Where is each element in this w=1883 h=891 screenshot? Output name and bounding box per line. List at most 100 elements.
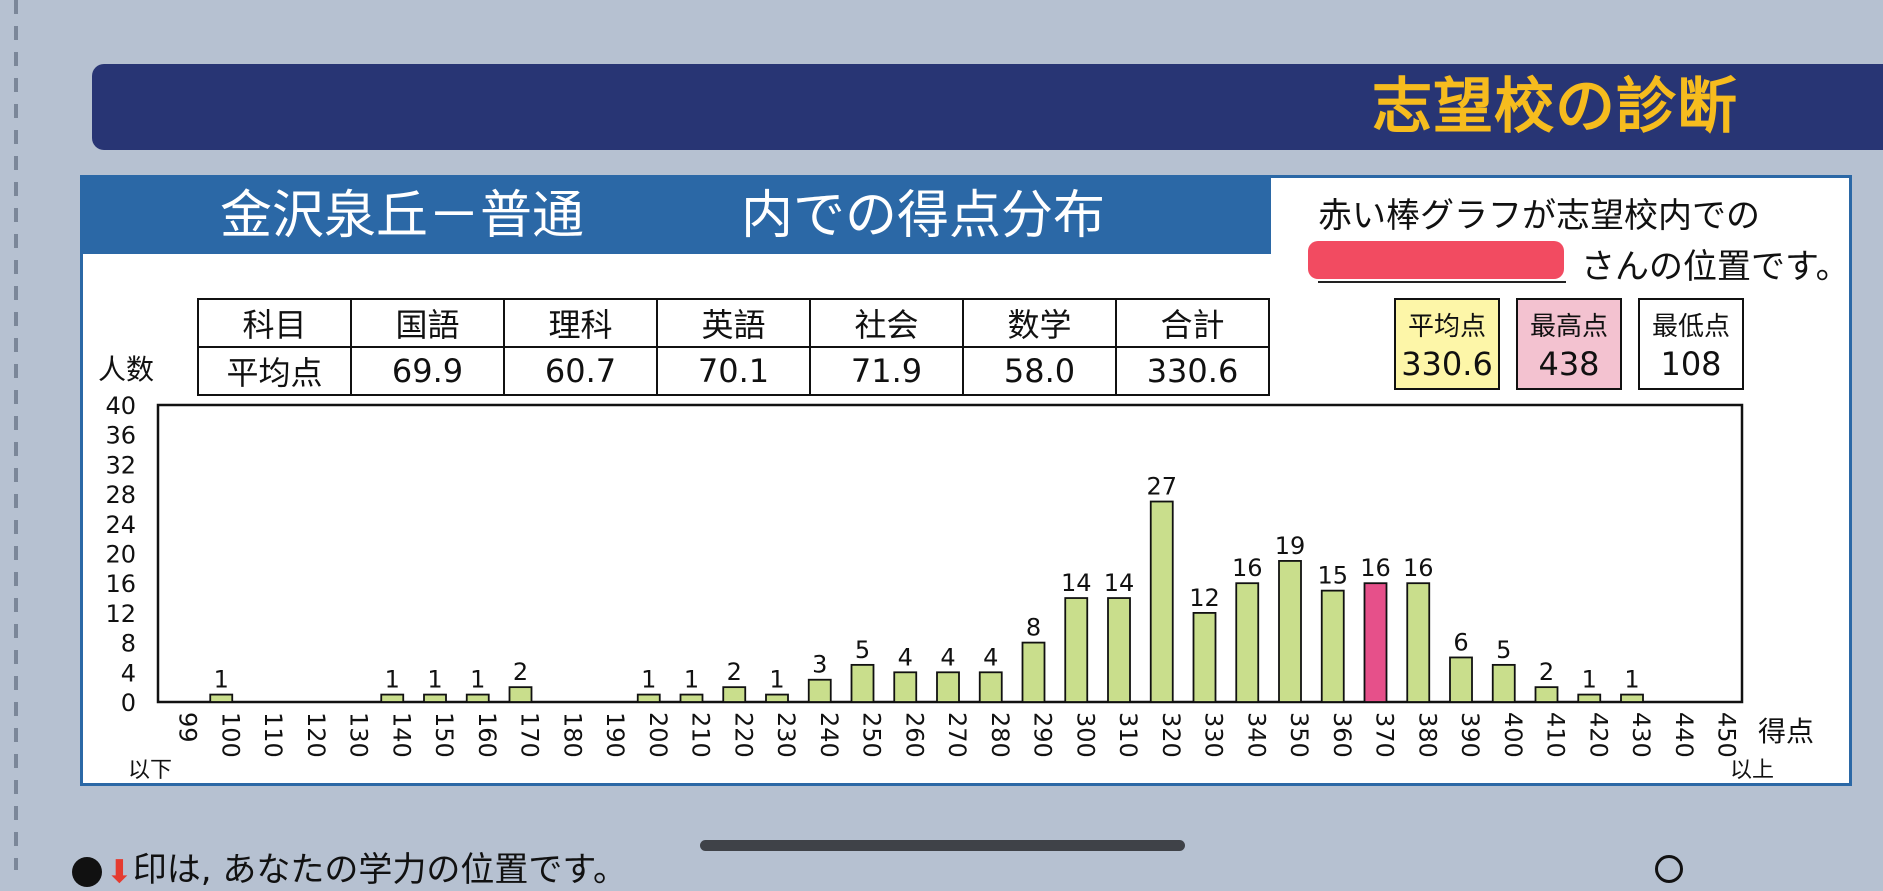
subject-social: 社会 [809, 298, 964, 348]
bar-value-label: 8 [1026, 614, 1041, 642]
stat-average-label: 平均点 [1407, 312, 1486, 342]
x-tick-label: 360 [1328, 712, 1356, 758]
x-tick-label: 430 [1627, 712, 1655, 758]
x-tick-label: 350 [1285, 712, 1313, 758]
bar-value-label: 14 [1061, 569, 1092, 597]
x-tick-label: 330 [1200, 712, 1228, 758]
subject-row: 科目 国語 理科 英語 社会 数学 合計 [197, 298, 1270, 348]
x-tick-label: 390 [1456, 712, 1484, 758]
x-tick-label: 140 [387, 712, 415, 758]
subject-total: 合計 [1115, 298, 1270, 348]
bar-value-label: 1 [427, 666, 442, 694]
average-english: 70.1 [656, 346, 811, 396]
y-tick-label: 24 [105, 511, 136, 539]
x-tick-label: 180 [558, 712, 586, 758]
x-tick-label: 310 [1114, 712, 1142, 758]
bar [1235, 582, 1260, 703]
bar-value-label: 16 [1360, 554, 1391, 582]
average-total: 330.6 [1115, 346, 1270, 396]
bar [893, 671, 918, 703]
school-name: 金沢泉丘－普通 [220, 186, 585, 246]
subject-japanese: 国語 [350, 298, 505, 348]
x-axis-low-label: 以下 [128, 758, 173, 783]
y-tick-label: 28 [105, 481, 136, 509]
bar-value-label: 1 [1624, 666, 1639, 694]
x-tick-label: 300 [1071, 712, 1099, 758]
bar [1491, 663, 1516, 703]
bar-value-label: 1 [641, 666, 656, 694]
bar-value-label: 16 [1403, 554, 1434, 582]
x-tick-label: 250 [858, 712, 886, 758]
x-tick-label: 120 [302, 712, 330, 758]
x-axis-label: 得点 [1758, 715, 1815, 748]
bar [1534, 686, 1559, 703]
bar [1021, 641, 1046, 703]
average-math: 58.0 [962, 346, 1117, 396]
x-tick-label: 380 [1413, 712, 1441, 758]
bar [1406, 582, 1431, 703]
x-tick-label: 290 [1029, 712, 1057, 758]
bar [1107, 597, 1131, 703]
stat-max: 最高点 438 [1516, 298, 1622, 390]
bar-value-label: 15 [1317, 562, 1348, 590]
x-tick-label: 99 [174, 712, 202, 743]
bar [1620, 693, 1644, 703]
stat-min: 最低点 108 [1638, 298, 1744, 390]
stat-average-value: 330.6 [1401, 345, 1493, 383]
y-tick-label: 8 [121, 630, 136, 658]
x-tick-label: 240 [815, 712, 843, 758]
subject-math: 数学 [962, 298, 1117, 348]
y-tick-label: 0 [121, 689, 136, 717]
stat-max-value: 438 [1538, 345, 1600, 383]
bar [850, 663, 875, 703]
x-tick-label: 100 [216, 712, 244, 758]
average-japanese: 69.9 [350, 346, 505, 396]
bar [1449, 656, 1473, 703]
x-axis-high-label: 以上 [1730, 758, 1775, 783]
footer-note: ⬇印は, あなたの学力の位置です。 [72, 842, 627, 891]
bar [423, 693, 447, 703]
header-banner [92, 64, 1883, 150]
average-header: 平均点 [197, 346, 352, 396]
bar-value-label: 2 [513, 658, 528, 686]
x-tick-label: 160 [473, 712, 501, 758]
page-title: 志望校の診断 [1372, 72, 1738, 142]
x-tick-label: 220 [729, 712, 757, 758]
circle-icon [1655, 854, 1683, 883]
subject-header: 科目 [197, 298, 352, 348]
x-tick-label: 260 [900, 712, 928, 758]
x-tick-label: 190 [601, 712, 629, 758]
average-science: 60.7 [503, 346, 658, 396]
stat-average: 平均点 330.6 [1394, 298, 1500, 390]
bar-value-label: 1 [769, 666, 784, 694]
bar [465, 693, 490, 703]
bar-value-label: 4 [940, 643, 955, 671]
bar [722, 686, 747, 703]
bar-value-label: 1 [214, 666, 229, 694]
subject-english: 英語 [656, 298, 811, 348]
panel-title-suffix: 内での得点分布 [741, 186, 1106, 246]
y-tick-label: 4 [121, 659, 136, 687]
bar [1064, 597, 1089, 703]
stat-max-label: 最高点 [1529, 312, 1608, 342]
bar [1320, 589, 1345, 703]
x-axis-ticks: 99 100 110 120 130 140 150 160 170 180 190 200 210 22… [174, 712, 1741, 758]
redacted-name [1308, 241, 1564, 279]
y-tick-label: 16 [105, 570, 136, 598]
bar-value-label: 1 [1582, 666, 1597, 694]
bar [1278, 560, 1302, 703]
bar [380, 693, 405, 703]
bar-value-label: 1 [470, 666, 485, 694]
stat-min-value: 108 [1660, 345, 1722, 383]
x-tick-label: 150 [430, 712, 458, 758]
red-arrow-icon: ⬇ [106, 852, 133, 891]
bar-value-label: 4 [898, 643, 913, 671]
bar-highlight [1363, 582, 1388, 703]
bar-value-label: 4 [983, 643, 998, 671]
bar-value-label: 1 [385, 666, 400, 694]
bar-value-label: 3 [812, 651, 827, 679]
bar-value-label: 5 [1496, 636, 1511, 664]
bar [1577, 693, 1602, 703]
